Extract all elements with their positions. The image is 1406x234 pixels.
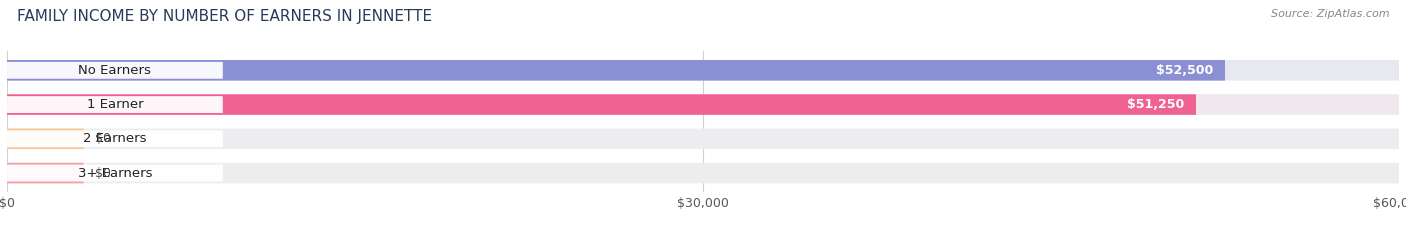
- FancyBboxPatch shape: [7, 128, 1399, 149]
- Text: FAMILY INCOME BY NUMBER OF EARNERS IN JENNETTE: FAMILY INCOME BY NUMBER OF EARNERS IN JE…: [17, 9, 432, 24]
- Text: $0: $0: [94, 132, 111, 145]
- Text: $0: $0: [94, 167, 111, 179]
- Text: $51,250: $51,250: [1128, 98, 1184, 111]
- FancyBboxPatch shape: [7, 128, 83, 149]
- Text: 3+ Earners: 3+ Earners: [77, 167, 152, 179]
- FancyBboxPatch shape: [7, 60, 1399, 80]
- Text: No Earners: No Earners: [79, 64, 152, 77]
- FancyBboxPatch shape: [7, 94, 1399, 115]
- FancyBboxPatch shape: [7, 62, 222, 79]
- Text: Source: ZipAtlas.com: Source: ZipAtlas.com: [1271, 9, 1389, 19]
- Text: $52,500: $52,500: [1156, 64, 1213, 77]
- FancyBboxPatch shape: [7, 165, 222, 182]
- FancyBboxPatch shape: [7, 96, 222, 113]
- Text: 1 Earner: 1 Earner: [87, 98, 143, 111]
- FancyBboxPatch shape: [7, 163, 1399, 183]
- FancyBboxPatch shape: [7, 130, 222, 147]
- FancyBboxPatch shape: [7, 163, 83, 183]
- FancyBboxPatch shape: [7, 60, 1225, 80]
- Text: 2 Earners: 2 Earners: [83, 132, 146, 145]
- FancyBboxPatch shape: [7, 94, 1197, 115]
